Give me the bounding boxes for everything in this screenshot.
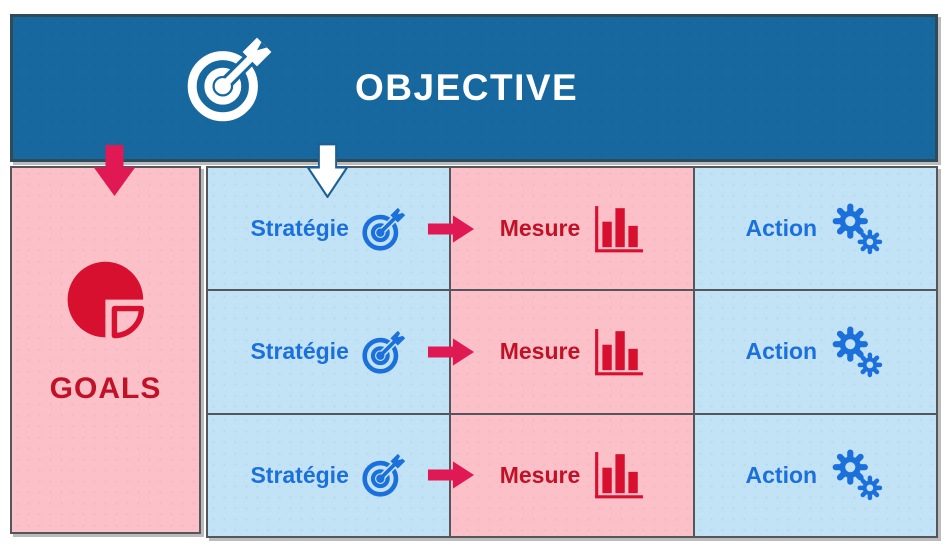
strategy-label: Stratégie	[250, 461, 349, 488]
gears-icon	[829, 447, 885, 503]
action-label: Action	[745, 215, 818, 242]
right-arrow-icon	[427, 458, 475, 492]
target-dart-icon	[185, 34, 275, 124]
down-arrow-icon	[306, 143, 349, 198]
bar-chart-icon	[592, 204, 644, 256]
down-arrow-icon	[92, 144, 137, 197]
measure-label: Mesure	[499, 215, 581, 242]
action-cell: Action	[694, 291, 936, 413]
strategy-label: Stratégie	[250, 338, 349, 365]
strategy-cell: Stratégie	[208, 291, 450, 413]
action-label: Action	[745, 338, 818, 365]
measure-cell: Mesure	[451, 291, 693, 413]
measure-cell: Mesure	[451, 414, 693, 536]
target-dart-icon	[361, 452, 407, 498]
objective-banner: OBJECTIVE	[10, 14, 938, 162]
target-dart-icon	[361, 329, 407, 375]
measure-cell: Mesure	[451, 168, 693, 290]
strategy-cell: Stratégie	[208, 414, 450, 536]
objective-title: OBJECTIVE	[355, 67, 579, 108]
action-cell: Action	[694, 414, 936, 536]
measure-label: Mesure	[499, 461, 581, 488]
strategy-grid: Stratégie Mesure Action Stratégie Mesure…	[206, 166, 938, 538]
goals-label: GOALS	[49, 372, 162, 405]
measure-label: Mesure	[499, 338, 581, 365]
right-arrow-icon	[427, 335, 475, 369]
gears-icon	[829, 201, 885, 257]
goals-column: GOALS	[10, 166, 201, 534]
right-arrow-icon	[427, 212, 475, 246]
bar-chart-icon	[592, 450, 644, 502]
strategy-label: Stratégie	[250, 215, 349, 242]
action-cell: Action	[694, 168, 936, 290]
target-dart-icon	[361, 206, 407, 252]
action-label: Action	[745, 461, 818, 488]
pie-chart-icon	[64, 260, 154, 350]
gears-icon	[829, 324, 885, 380]
bar-chart-icon	[592, 327, 644, 379]
